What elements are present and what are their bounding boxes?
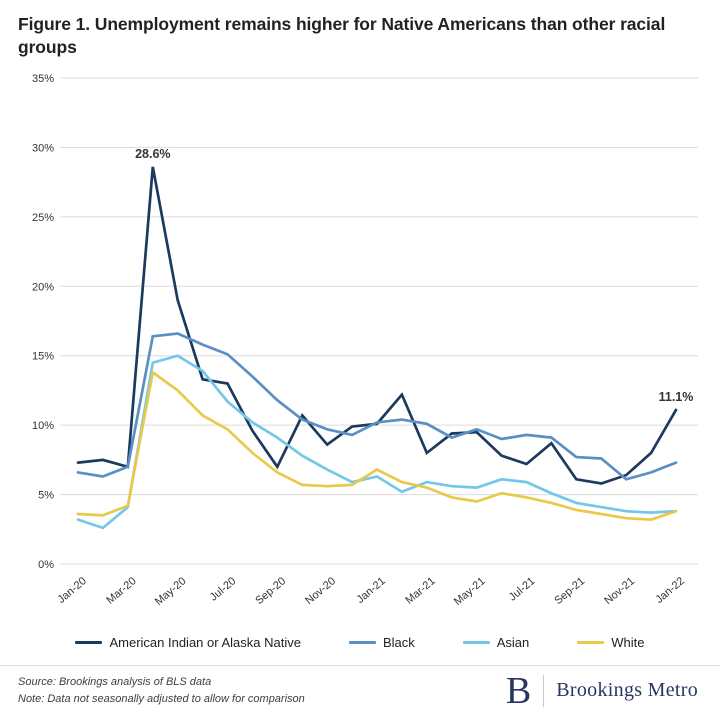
y-axis-tick-label: 30% xyxy=(32,142,54,154)
unemployment-line-chart: 35% 30% 25% 20% 15% 10% 5% 0%Jan-20 Mar-20 May-20… xyxy=(32,73,698,608)
series-line-white xyxy=(76,369,678,521)
x-axis-tick-label: Jul-21 xyxy=(507,575,538,603)
y-axis-tick-label: 15% xyxy=(32,350,54,362)
x-axis-tick-label: Mar-21 xyxy=(403,575,437,607)
legend-item-asian: Asian xyxy=(462,634,530,650)
x-axis-tick-label: Nov-21 xyxy=(602,575,637,607)
x-axis-tick-label: Jan-20 xyxy=(55,575,88,606)
y-axis-tick-label: 25% xyxy=(32,211,54,223)
legend-label: White xyxy=(611,634,645,650)
series-line-american-indian-or-alaska-native xyxy=(76,166,678,485)
x-axis-tick-label: Jan-21 xyxy=(354,575,387,606)
y-axis-tick-label: 35% xyxy=(32,73,54,85)
x-axis-tick-label: May-20 xyxy=(153,575,189,608)
x-axis-tick-label: Jul-20 xyxy=(208,575,239,603)
x-axis-tick-label: Sep-21 xyxy=(552,575,587,607)
y-axis-tick-label: 0% xyxy=(38,559,54,571)
series-line-asian xyxy=(76,353,678,529)
legend-swatch-asian xyxy=(462,640,490,644)
footer-divider xyxy=(0,664,720,666)
methodology-note: Note: Data not seasonally adjusted to al… xyxy=(18,692,305,705)
legend-label: American Indian or Alaska Native xyxy=(109,634,301,650)
y-axis-tick-label: 10% xyxy=(32,420,54,432)
brookings-b-mark: B xyxy=(505,669,532,712)
logo-divider xyxy=(543,674,545,707)
legend-item-black: Black xyxy=(348,634,415,650)
source-note: Source: Brookings analysis of BLS data xyxy=(18,675,212,688)
y-axis-tick-label: 20% xyxy=(32,281,54,293)
brookings-metro-wordmark: Brookings Metro xyxy=(556,679,698,702)
x-axis-tick-label: Jan-22 xyxy=(653,575,686,606)
legend-item-white: White xyxy=(577,634,645,650)
x-axis-tick-label: May-21 xyxy=(452,575,488,608)
legend-swatch-white xyxy=(577,640,605,644)
legend-label: Asian xyxy=(496,634,530,650)
footnotes: Source: Brookings analysis of BLS data N… xyxy=(18,674,305,708)
legend-label: Black xyxy=(382,634,415,650)
figure-title: Figure 1. Unemployment remains higher fo… xyxy=(18,14,666,57)
brookings-metro-logo: B Brookings Metro xyxy=(505,669,698,712)
annotation-11-1-: 11.1% xyxy=(659,389,694,403)
series-line-black xyxy=(76,331,678,481)
y-axis-tick-label: 5% xyxy=(38,489,54,501)
footer: Source: Brookings analysis of BLS data N… xyxy=(0,666,720,712)
x-axis-tick-label: Sep-20 xyxy=(253,575,288,607)
legend-swatch-black xyxy=(348,640,376,644)
annotation-28-6-: 28.6% xyxy=(135,146,170,160)
chart-legend: American Indian or Alaska Native Black Asi… xyxy=(0,635,720,650)
x-axis-tick-label: Nov-20 xyxy=(303,575,338,607)
legend-swatch-american-indian-or-alaska-native xyxy=(75,640,103,644)
legend-item-american-indian-or-alaska-native: American Indian or Alaska Native xyxy=(75,634,301,650)
x-axis-tick-label: Mar-20 xyxy=(104,575,138,607)
